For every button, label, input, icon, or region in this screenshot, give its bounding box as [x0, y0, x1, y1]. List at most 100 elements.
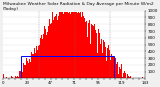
Bar [103, 40, 104, 78]
Bar [81, 17, 82, 78]
Bar [125, 73, 126, 78]
Bar [115, 58, 116, 78]
Bar [95, 30, 96, 78]
Bar [71, 12, 72, 78]
Bar [100, 44, 101, 78]
Bar [49, 19, 50, 78]
Bar [89, 20, 90, 78]
Bar [92, 25, 93, 78]
Bar [76, 12, 77, 78]
Bar [117, 62, 118, 78]
Bar [21, 69, 22, 78]
Bar [21, 56, 114, 78]
Bar [118, 74, 119, 78]
Bar [85, 22, 86, 78]
Bar [23, 63, 24, 78]
Bar [73, 12, 74, 78]
Bar [127, 74, 128, 78]
Bar [11, 76, 12, 78]
Bar [56, 14, 57, 78]
Bar [60, 12, 61, 78]
Bar [26, 58, 27, 78]
Bar [93, 26, 94, 78]
Bar [15, 76, 16, 78]
Bar [82, 12, 83, 78]
Bar [29, 59, 30, 78]
Bar [20, 71, 21, 78]
Bar [64, 12, 65, 78]
Bar [97, 53, 98, 78]
Bar [33, 54, 34, 78]
Bar [48, 26, 49, 78]
Bar [120, 69, 121, 78]
Bar [19, 71, 20, 78]
Bar [44, 26, 45, 78]
Bar [52, 12, 53, 78]
Bar [121, 64, 122, 78]
Bar [18, 77, 19, 78]
Bar [88, 23, 89, 78]
Bar [63, 14, 64, 78]
Bar [143, 77, 144, 78]
Bar [35, 53, 36, 78]
Bar [55, 16, 56, 78]
Bar [72, 12, 73, 78]
Bar [38, 46, 39, 78]
Bar [80, 12, 81, 78]
Bar [96, 33, 97, 78]
Bar [98, 29, 99, 78]
Bar [116, 64, 117, 78]
Bar [106, 61, 107, 78]
Bar [12, 77, 13, 78]
Bar [119, 67, 120, 78]
Bar [30, 62, 31, 78]
Bar [79, 13, 80, 78]
Bar [112, 56, 113, 78]
Bar [102, 53, 103, 78]
Bar [54, 17, 55, 78]
Bar [128, 76, 129, 78]
Bar [124, 71, 125, 78]
Bar [24, 65, 25, 78]
Bar [50, 24, 51, 78]
Bar [40, 35, 41, 78]
Bar [69, 12, 70, 78]
Bar [111, 54, 112, 78]
Bar [51, 23, 52, 78]
Bar [58, 16, 59, 78]
Bar [41, 39, 43, 78]
Bar [17, 76, 18, 78]
Bar [94, 24, 95, 78]
Bar [91, 24, 92, 78]
Bar [65, 12, 66, 78]
Bar [101, 39, 102, 78]
Bar [28, 63, 29, 78]
Bar [45, 29, 46, 78]
Bar [70, 14, 71, 78]
Bar [84, 18, 85, 78]
Bar [104, 42, 105, 78]
Bar [74, 12, 75, 78]
Bar [105, 47, 106, 78]
Bar [99, 33, 100, 78]
Bar [16, 77, 17, 78]
Bar [107, 48, 108, 78]
Bar [114, 69, 115, 78]
Bar [36, 46, 37, 78]
Bar [75, 12, 76, 78]
Bar [3, 74, 4, 78]
Bar [39, 45, 40, 78]
Bar [86, 21, 87, 78]
Bar [78, 12, 79, 78]
Bar [53, 20, 54, 78]
Bar [27, 61, 28, 78]
Bar [62, 12, 63, 78]
Bar [67, 12, 68, 78]
Bar [110, 60, 111, 78]
Bar [34, 48, 35, 78]
Bar [90, 44, 91, 78]
Text: Milwaukee Weather Solar Radiation & Day Average per Minute W/m2 (Today): Milwaukee Weather Solar Radiation & Day … [3, 2, 154, 11]
Bar [122, 77, 123, 78]
Bar [22, 72, 23, 78]
Bar [57, 20, 58, 78]
